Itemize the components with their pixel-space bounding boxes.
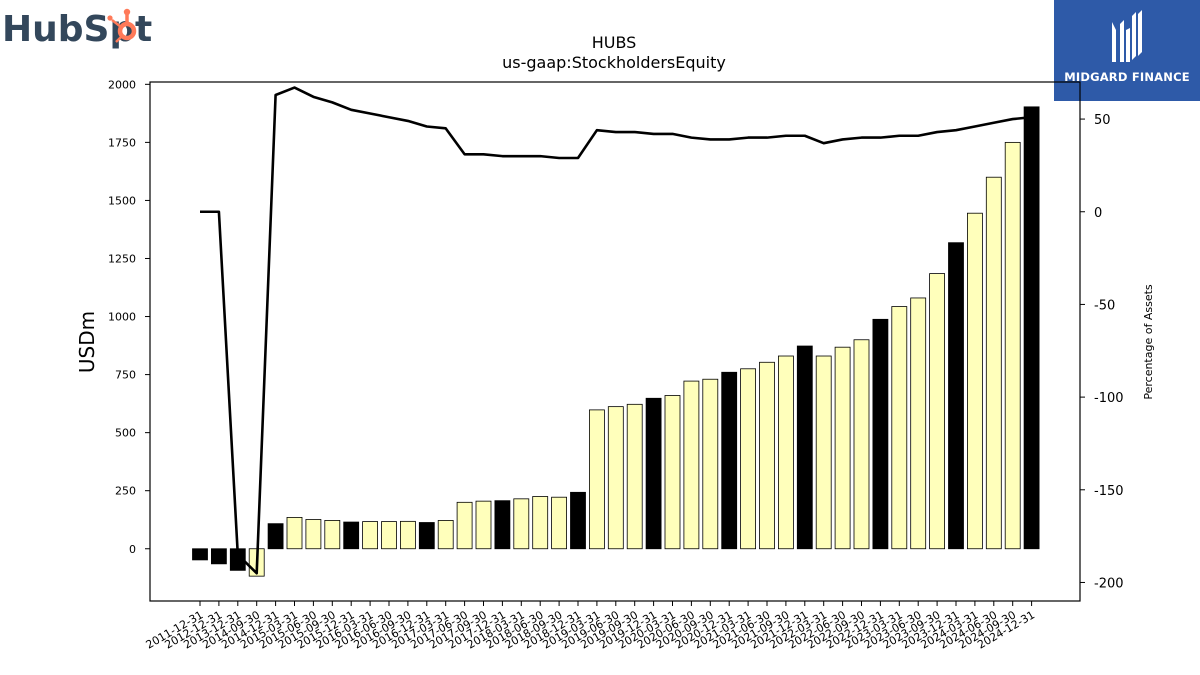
bar-2017-03-31 — [437, 520, 454, 550]
bar-2022-09-30 — [853, 339, 870, 550]
bar-2019-09-30 — [626, 403, 643, 550]
hubspot-logo-graphic: HubSp t — [2, 8, 152, 50]
right-tick-label: -200 — [1094, 576, 1124, 591]
left-y-axis: 0 250 500 750 1000 1250 1500 1750 2000 — [108, 78, 150, 556]
bar-2023-03-31 — [891, 306, 908, 550]
percentage-of-assets-line — [200, 86, 1032, 575]
hubspot-logo-text-end: t — [135, 9, 152, 50]
bar-2024-03-31 — [967, 212, 983, 550]
bar-2016-12-31 — [418, 522, 435, 550]
bar-2021-12-31 — [796, 345, 813, 550]
bar-2018-09-30 — [551, 496, 567, 550]
bar-2014-12-31 — [267, 523, 284, 550]
bar-2020-06-30 — [683, 380, 700, 550]
bar-2019-06-30 — [607, 406, 624, 550]
right-tick-label: 50 — [1094, 113, 1111, 128]
left-tick-label: 1250 — [108, 252, 136, 265]
bar-2023-09-30 — [929, 273, 945, 550]
bar-2015-06-30 — [305, 519, 322, 550]
left-tick-label: 0 — [129, 543, 136, 556]
bars-layer — [192, 106, 1040, 577]
left-tick-label: 1750 — [108, 136, 136, 149]
bar-2024-09-30 — [1004, 141, 1021, 550]
bar-2018-06-30 — [532, 496, 549, 550]
midgard-emblem-icon — [1112, 10, 1142, 62]
bar-2022-06-30 — [834, 346, 851, 550]
right-tick-label: -100 — [1094, 391, 1124, 406]
left-tick-label: 1000 — [108, 311, 136, 324]
hubspot-logo: HubSp t — [2, 4, 162, 52]
left-tick-label: 1500 — [108, 194, 136, 207]
bar-2015-03-31 — [286, 517, 303, 550]
midgard-finance-text: MIDGARD FINANCE — [1064, 70, 1190, 84]
bar-2015-12-31 — [343, 521, 360, 550]
bar-2021-09-30 — [778, 355, 794, 550]
bar-2020-09-30 — [702, 378, 719, 550]
bar-2023-12-31 — [948, 242, 964, 550]
bar-2018-12-31 — [570, 491, 586, 550]
chart-title: HUBS — [592, 33, 637, 52]
bar-2016-06-30 — [381, 521, 397, 550]
bar-2021-03-31 — [740, 368, 756, 550]
plot-frame — [149, 81, 1081, 602]
bar-2018-03-31 — [513, 498, 530, 550]
left-tick-label: 750 — [115, 369, 136, 382]
bar-2017-06-30 — [456, 501, 473, 550]
bar-2022-12-31 — [872, 318, 889, 550]
right-tick-label: -50 — [1094, 298, 1115, 313]
bar-2011-12-31 — [192, 548, 208, 561]
bar-2017-09-30 — [475, 500, 492, 550]
bar-2012-12-31 — [210, 548, 227, 565]
left-tick-label: 250 — [115, 485, 136, 498]
bar-2022-03-31 — [815, 355, 832, 550]
bar-2019-12-31 — [645, 397, 662, 550]
left-tick-label: 500 — [115, 427, 136, 440]
y-axis-label: USDm — [75, 311, 99, 373]
bar-2019-03-31 — [589, 409, 605, 550]
bar-2023-06-30 — [910, 297, 927, 550]
bar-2017-12-31 — [494, 500, 511, 550]
hubspot-logo-text: HubSp — [2, 9, 135, 50]
bar-2021-06-30 — [759, 361, 775, 550]
bar-2020-12-31 — [721, 371, 738, 550]
bar-2015-09-30 — [324, 520, 341, 550]
bar-2024-06-30 — [985, 176, 1002, 550]
hubspot-sprocket-icon — [107, 8, 137, 43]
chart-subtitle: us-gaap:StockholdersEquity — [502, 53, 726, 72]
right-tick-label: -150 — [1094, 484, 1124, 499]
line-layer — [200, 86, 1032, 575]
left-tick-label: 2000 — [108, 78, 136, 91]
bar-2020-03-31 — [664, 395, 681, 550]
bar-2016-09-30 — [399, 520, 416, 550]
midgard-finance-logo: MIDGARD FINANCE — [1054, 0, 1200, 101]
x-axis: 2011-12-312012-12-312013-12-312014-09-30… — [144, 601, 1037, 652]
bar-2024-12-31 — [1023, 106, 1040, 550]
bar-2016-03-31 — [362, 521, 379, 550]
right-tick-label: 0 — [1094, 206, 1102, 221]
right-y-axis: -200 -150 -100 -50 0 50 — [1080, 113, 1124, 591]
y2-axis-label: Percentage of Assets — [1142, 284, 1155, 400]
